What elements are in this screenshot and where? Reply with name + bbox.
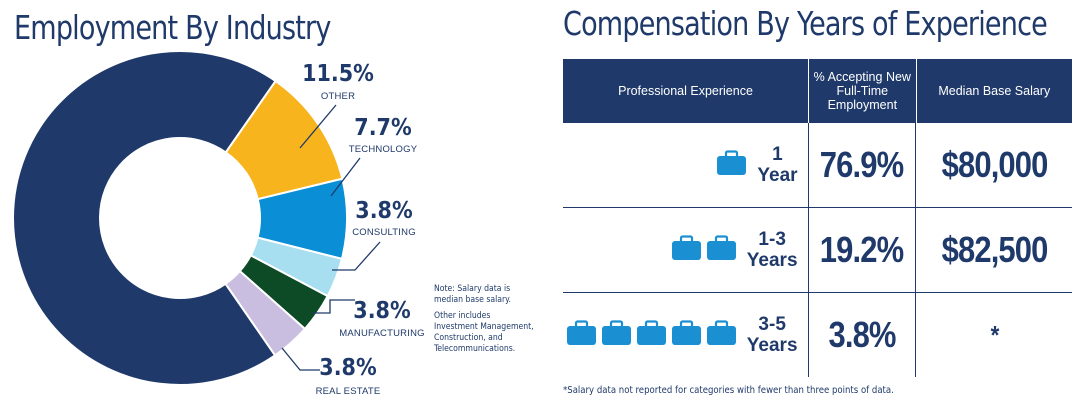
accepting-cell: 3.8% [809,293,917,377]
slice-category-label: REAL ESTATE [316,386,381,397]
compensation-table: Professional Experience % Accepting New … [563,59,1072,377]
experience-label: 1 Year [757,144,797,186]
header-accepting: % Accepting New Full-Time Employment [809,59,917,123]
briefcase-icons [671,235,737,266]
experience-label: 3-5 Years [747,314,798,356]
slice-value-label: 3.8% [355,198,413,224]
accepting-cell: 19.2% [809,208,917,292]
briefcase-icon [706,235,737,266]
experience-range: 1 [757,144,797,165]
table-header: Professional Experience % Accepting New … [563,59,1072,123]
briefcase-icon [636,320,667,351]
header-salary: Median Base Salary [917,59,1072,123]
salary-note: Note: Salary data is median base salary.… [434,284,534,360]
experience-unit: Year [757,165,797,186]
experience-cell: 3-5 Years [563,293,809,377]
briefcase-icons [716,150,747,181]
salary-cell: $82,500 [916,208,1072,292]
slice-value-label: 3.8% [319,355,377,381]
slice-category-label: FINANCIAL [22,244,73,255]
accepting-value: 19.2% [820,229,903,271]
salary-value: * [990,320,998,351]
briefcase-icon [706,320,737,351]
table-row: 1-3 Years 19.2% $82,500 [563,208,1072,293]
experience-range: 1-3 [747,229,798,250]
experience-unit: Years [747,250,798,271]
briefcase-icon [566,320,597,351]
salary-cell: * [916,293,1072,377]
slice-value-label: 69.2% [22,212,94,238]
briefcase-icon [671,320,702,351]
slice-value-label: 11.5% [302,61,374,87]
accepting-cell: 76.9% [809,123,917,207]
briefcase-icon [671,235,702,266]
slice-category-label: OTHER [321,91,355,102]
slice-category-label: MANUFACTURING [339,328,424,339]
experience-cell: 1-3 Years [563,208,809,292]
note-other: Other includes Investment Management, Co… [434,311,534,355]
slice-category-label: SERVICES [22,256,71,267]
accepting-value: 3.8% [828,314,895,356]
table-title: Compensation By Years of Experience [563,4,1047,43]
table-row: 1 Year 76.9% $80,000 [563,123,1072,208]
experience-range: 3-5 [747,314,798,335]
briefcase-icon [601,320,632,351]
accepting-value: 76.9% [820,144,903,186]
briefcase-icons [566,320,737,351]
slice-value-label: 7.7% [354,115,412,141]
table-footnote: *Salary data not reported for categories… [563,385,894,396]
salary-value: $82,500 [941,229,1047,271]
slice-category-label: CONSULTING [352,227,416,238]
table-body: 1 Year 76.9% $80,000 1-3 Years 19.2% $82,500 3-5… [563,123,1072,377]
experience-label: 1-3 Years [747,229,798,271]
slice-category-label: TECHNOLOGY [349,144,418,155]
experience-cell: 1 Year [563,123,809,207]
slice-value-label: 3.8% [353,298,411,324]
salary-value: $80,000 [941,144,1047,186]
experience-unit: Years [747,335,798,356]
briefcase-icon [716,150,747,181]
note-salary: Note: Salary data is median base salary. [434,284,534,306]
table-row: 3-5 Years 3.8% * [563,293,1072,377]
salary-cell: $80,000 [916,123,1072,207]
leader-line [282,348,320,370]
header-experience: Professional Experience [563,59,809,123]
